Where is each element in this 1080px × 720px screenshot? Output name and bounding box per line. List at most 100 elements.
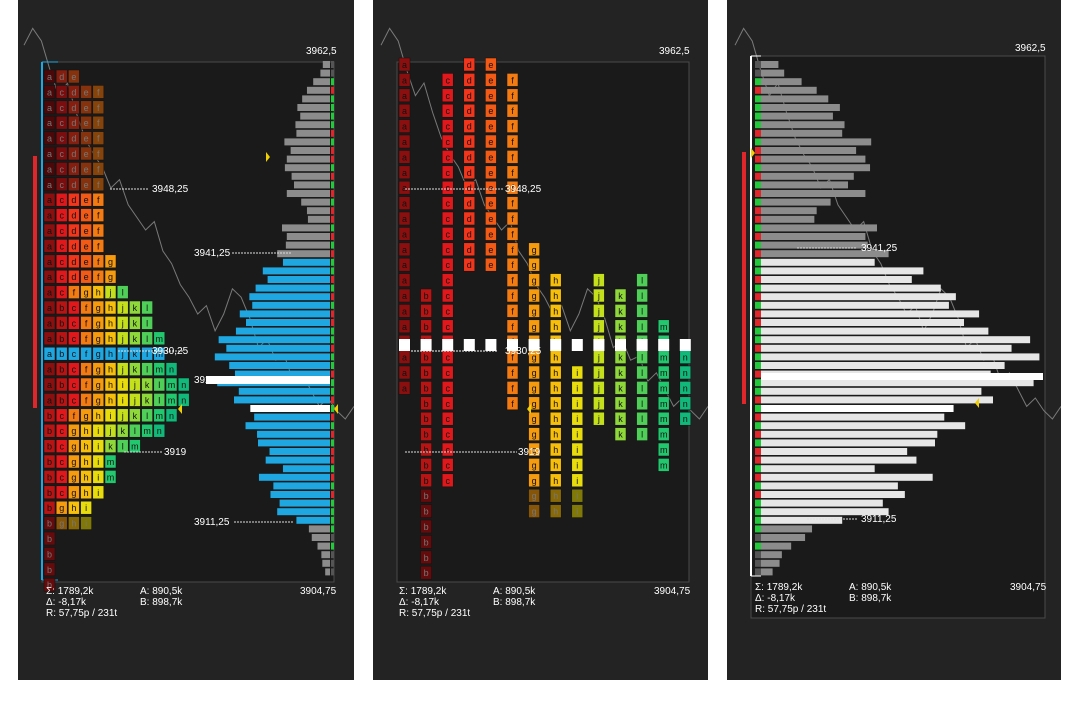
- tpo-letter: a: [47, 288, 52, 298]
- tpo-letter: i: [97, 472, 99, 482]
- tpo-cell: [679, 396, 692, 411]
- delta-marker: [755, 456, 761, 464]
- tpo-cell: [549, 381, 562, 395]
- volume-bar: [269, 448, 330, 455]
- tpo-cell: [636, 411, 648, 426]
- delta-marker: [755, 215, 761, 223]
- volume-bar: [761, 568, 773, 576]
- tpo-letter: f: [511, 214, 514, 224]
- poc-cell: [636, 339, 648, 351]
- tpo-letter: g: [59, 519, 64, 529]
- tpo-letter: g: [532, 306, 537, 316]
- tpo-letter: d: [59, 72, 64, 82]
- tpo-cell: [485, 73, 497, 87]
- tpo-letter: h: [108, 380, 113, 390]
- volume-bar: [761, 516, 843, 524]
- price-level-label: 3919: [164, 447, 187, 458]
- tpo-cell: [636, 304, 648, 318]
- volume-bar: [238, 387, 330, 395]
- tpo-letter: c: [72, 349, 77, 359]
- delta-marker: [331, 568, 334, 576]
- tpo-letter: c: [72, 365, 77, 375]
- tpo-cell: [104, 454, 117, 469]
- tpo-cell: [614, 319, 627, 334]
- delta-marker: [755, 422, 761, 430]
- volume-bar: [761, 190, 866, 197]
- tpo-cell: [463, 88, 476, 103]
- volume-bar: [245, 422, 330, 430]
- tpo-cell: [441, 180, 454, 195]
- tpo-cell: [43, 316, 56, 330]
- delta-marker: [331, 499, 334, 507]
- tpo-letter: d: [71, 211, 76, 221]
- tpo-letter: e: [84, 226, 89, 236]
- delta-marker: [755, 241, 761, 249]
- tpo-letter: a: [47, 118, 52, 128]
- tpo-letter: m: [660, 322, 668, 332]
- tpo-cell: [441, 257, 454, 272]
- tpo-letter: f: [511, 368, 514, 378]
- tpo-cell: [68, 362, 80, 376]
- tpo-letter: e: [488, 106, 493, 116]
- volume-bar: [270, 491, 330, 498]
- tpo-cell: [636, 427, 648, 441]
- tpo-cell: [68, 146, 80, 161]
- tpo-letter: b: [424, 383, 429, 393]
- stat-ask: A: 890,5k: [493, 586, 536, 597]
- tpo-cell: [398, 319, 411, 334]
- tpo-letter: i: [122, 380, 124, 390]
- tpo-cell: [636, 319, 648, 334]
- tpo-letter: e: [84, 272, 89, 282]
- tpo-letter: k: [133, 334, 138, 344]
- tpo-letter: a: [402, 291, 407, 301]
- tpo-cell: [506, 211, 519, 226]
- volume-bar: [761, 104, 840, 111]
- tpo-cell: [68, 239, 80, 253]
- tpo-letter: c: [445, 414, 450, 424]
- tpo-letter: e: [84, 134, 89, 144]
- tpo-letter: k: [145, 395, 150, 405]
- volume-bar: [761, 164, 871, 172]
- tpo-letter: d: [71, 180, 76, 190]
- tpo-cell: [55, 346, 68, 361]
- poc-cell: [571, 339, 583, 351]
- tpo-letter: c: [72, 318, 77, 328]
- tpo-cell: [420, 550, 432, 565]
- delta-marker: [331, 129, 334, 137]
- tpo-letter: l: [641, 399, 643, 409]
- tpo-cell: [463, 242, 476, 257]
- tpo-letter: d: [467, 260, 472, 270]
- delta-marker: [331, 413, 334, 421]
- tpo-letter: c: [445, 276, 450, 286]
- tpo-letter: h: [84, 488, 89, 498]
- tpo-letter: l: [641, 353, 643, 363]
- tpo-letter: c: [445, 260, 450, 270]
- tpo-cell: [614, 365, 627, 380]
- tpo-cell: [636, 381, 648, 395]
- tpo-letter: b: [47, 580, 52, 590]
- volume-bar: [306, 86, 330, 94]
- tpo-cell: [55, 177, 68, 192]
- delta-marker: [755, 568, 761, 576]
- tpo-cell: [104, 300, 117, 315]
- tpo-letter: a: [402, 353, 407, 363]
- volume-bar: [325, 568, 330, 576]
- tpo-letter: d: [71, 241, 76, 251]
- delta-marker: [755, 525, 761, 533]
- price-level-label: 3941,25: [194, 248, 231, 259]
- tpo-letter: b: [424, 507, 429, 517]
- tpo-cell: [441, 103, 454, 118]
- delta-marker: [755, 473, 761, 481]
- tpo-cell: [549, 365, 562, 380]
- tpo-letter: e: [84, 149, 89, 159]
- tpo-letter: c: [59, 118, 64, 128]
- tpo-letter: b: [59, 365, 64, 375]
- tpo-letter: a: [402, 199, 407, 209]
- tpo-cell: [657, 442, 670, 457]
- tpo-cell: [420, 396, 432, 411]
- tpo-cell: [68, 485, 80, 500]
- tpo-cell: [141, 300, 153, 315]
- tpo-letter: a: [47, 395, 52, 405]
- tpo-letter: b: [424, 460, 429, 470]
- tpo-letter: n: [683, 399, 688, 409]
